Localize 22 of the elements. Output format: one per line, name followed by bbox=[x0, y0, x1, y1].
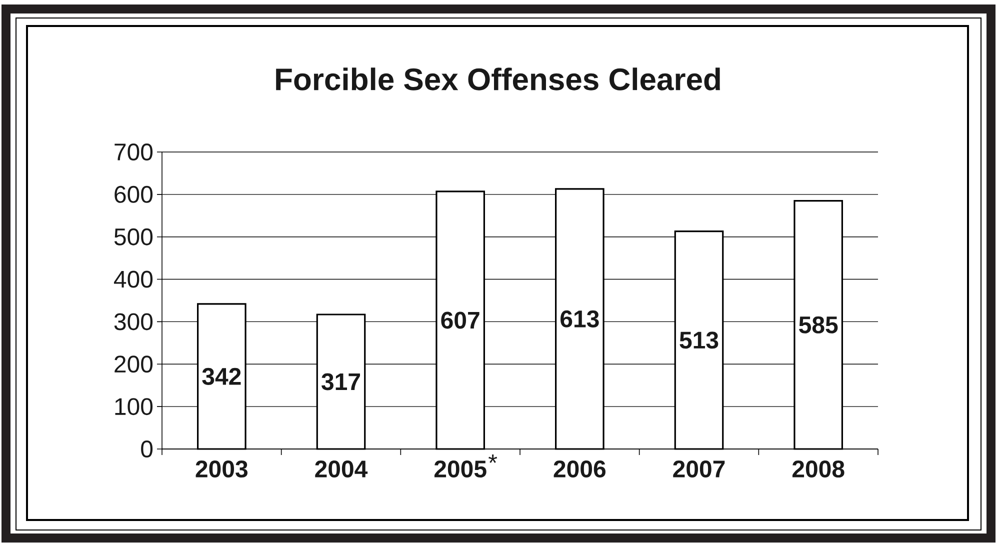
x-tick-label: 2007 bbox=[673, 460, 725, 478]
y-tick-label: 0 bbox=[141, 440, 153, 458]
data-label: 317 bbox=[322, 373, 360, 390]
y-tick-label: 700 bbox=[114, 143, 153, 160]
x-tick-label: 2003 bbox=[196, 460, 248, 478]
y-tick-label: 300 bbox=[114, 313, 153, 330]
chart-title: Forcible Sex Offenses Cleared bbox=[276, 68, 720, 90]
x-tick-label: 2004 bbox=[315, 460, 368, 478]
y-tick-label: 600 bbox=[114, 186, 153, 203]
data-label: 585 bbox=[799, 316, 838, 334]
y-tick-label: 200 bbox=[114, 356, 153, 373]
data-label: 342 bbox=[202, 368, 241, 385]
x-tick-label: 2006 bbox=[554, 460, 606, 478]
data-label: 607 bbox=[441, 312, 480, 329]
data-label: 613 bbox=[560, 310, 599, 328]
x-tick-label: 2008 bbox=[792, 460, 844, 478]
x-tick-label: 2005 bbox=[434, 460, 486, 478]
y-tick-label: 400 bbox=[114, 270, 153, 288]
text: * bbox=[488, 454, 498, 463]
y-tick-label: 100 bbox=[115, 398, 153, 416]
y-tick-label: 500 bbox=[114, 228, 153, 246]
data-label: 513 bbox=[680, 332, 718, 349]
